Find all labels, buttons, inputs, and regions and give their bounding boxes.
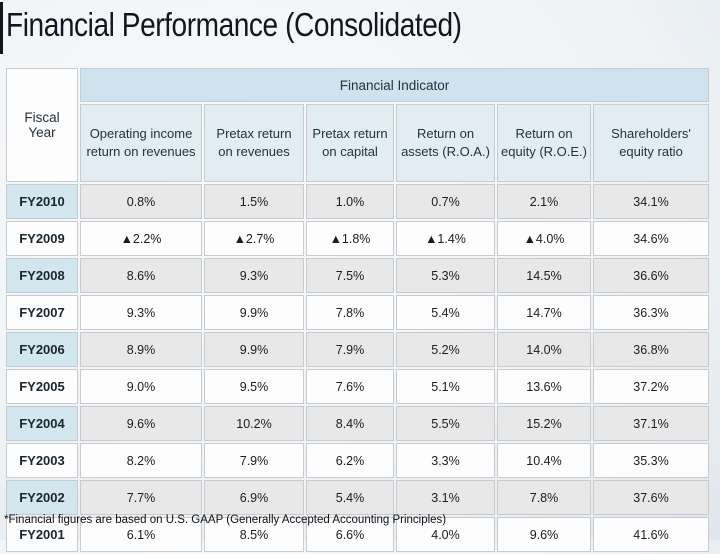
fiscal-year-cell: FY2009 <box>6 221 78 256</box>
value-cell: 9.5% <box>204 369 304 404</box>
table-header: Fiscal Year Financial Indicator Operatin… <box>6 68 709 182</box>
column-header: Return on equity (R.O.E.) <box>497 104 591 182</box>
value-cell: 9.6% <box>497 517 591 552</box>
value-cell: 9.6% <box>80 406 202 441</box>
value-cell: 36.8% <box>593 332 709 367</box>
financial-indicator-group-header: Financial Indicator <box>80 68 709 102</box>
value-cell: 9.3% <box>204 258 304 293</box>
value-cell: ▲4.0% <box>497 221 591 256</box>
table-row: FY2006 8.9% 9.9% 7.9% 5.2% 14.0% 36.8% <box>6 332 709 367</box>
value-cell: ▲1.4% <box>396 221 495 256</box>
value-cell: ▲2.2% <box>80 221 202 256</box>
value-cell: 9.3% <box>80 295 202 330</box>
fiscal-year-cell: FY2010 <box>6 184 78 219</box>
value-cell: 5.4% <box>396 295 495 330</box>
value-cell: 5.3% <box>396 258 495 293</box>
fiscal-year-cell: FY2004 <box>6 406 78 441</box>
value-cell: 5.5% <box>396 406 495 441</box>
value-cell: 0.8% <box>80 184 202 219</box>
fiscal-year-header: Fiscal Year <box>6 68 78 182</box>
value-cell: 41.6% <box>593 517 709 552</box>
value-cell: 9.9% <box>204 295 304 330</box>
slide: Financial Performance (Consolidated) Fis… <box>0 2 709 552</box>
fiscal-year-cell: FY2007 <box>6 295 78 330</box>
fiscal-year-cell: FY2006 <box>6 332 78 367</box>
value-cell: 5.1% <box>396 369 495 404</box>
footnote: *Financial figures are based on U.S. GAA… <box>4 514 447 526</box>
value-cell: 7.6% <box>306 369 394 404</box>
value-cell: 7.9% <box>204 443 304 478</box>
value-cell: 34.1% <box>593 184 709 219</box>
value-cell: 8.2% <box>80 443 202 478</box>
table-row: FY2010 0.8% 1.5% 1.0% 0.7% 2.1% 34.1% <box>6 184 709 219</box>
financial-performance-table: Fiscal Year Financial Indicator Operatin… <box>4 66 711 554</box>
value-cell: 3.1% <box>396 480 495 515</box>
value-cell: 9.9% <box>204 332 304 367</box>
value-cell: 7.8% <box>497 480 591 515</box>
value-cell: 36.3% <box>593 295 709 330</box>
value-cell: 15.2% <box>497 406 591 441</box>
value-cell: 8.4% <box>306 406 394 441</box>
value-cell: 6.9% <box>204 480 304 515</box>
value-cell: ▲1.8% <box>306 221 394 256</box>
value-cell: 5.2% <box>396 332 495 367</box>
value-cell: 8.6% <box>80 258 202 293</box>
value-cell: 10.2% <box>204 406 304 441</box>
table-row: FY2005 9.0% 9.5% 7.6% 5.1% 13.6% 37.2% <box>6 369 709 404</box>
fiscal-year-cell: FY2002 <box>6 480 78 515</box>
table-row: FY2003 8.2% 7.9% 6.2% 3.3% 10.4% 35.3% <box>6 443 709 478</box>
value-cell: 13.6% <box>497 369 591 404</box>
column-header: Operating income return on revenues <box>80 104 202 182</box>
value-cell: 7.8% <box>306 295 394 330</box>
title-left-accent <box>0 2 3 54</box>
value-cell: 7.5% <box>306 258 394 293</box>
table-body: FY2010 0.8% 1.5% 1.0% 0.7% 2.1% 34.1% FY2009 ▲2.… <box>6 184 709 552</box>
table-row: FY2007 9.3% 9.9% 7.8% 5.4% 14.7% 36.3% <box>6 295 709 330</box>
fiscal-year-cell: FY2005 <box>6 369 78 404</box>
column-header: Shareholders' equity ratio <box>593 104 709 182</box>
table-row: FY2002 7.7% 6.9% 5.4% 3.1% 7.8% 37.6% <box>6 480 709 515</box>
page-title: Financial Performance (Consolidated) <box>6 6 462 43</box>
value-cell: 37.6% <box>593 480 709 515</box>
value-cell: 0.7% <box>396 184 495 219</box>
value-cell: 8.9% <box>80 332 202 367</box>
value-cell: 37.2% <box>593 369 709 404</box>
value-cell: 3.3% <box>396 443 495 478</box>
value-cell: 1.5% <box>204 184 304 219</box>
value-cell: 14.5% <box>497 258 591 293</box>
value-cell: 14.7% <box>497 295 591 330</box>
column-header: Pretax return on revenues <box>204 104 304 182</box>
table-row: FY2004 9.6% 10.2% 8.4% 5.5% 15.2% 37.1% <box>6 406 709 441</box>
value-cell: 35.3% <box>593 443 709 478</box>
value-cell: 7.7% <box>80 480 202 515</box>
value-cell: 14.0% <box>497 332 591 367</box>
value-cell: 37.1% <box>593 406 709 441</box>
fiscal-year-cell: FY2008 <box>6 258 78 293</box>
value-cell: 10.4% <box>497 443 591 478</box>
value-cell: 36.6% <box>593 258 709 293</box>
column-header-row: Operating income return on revenues Preta… <box>6 104 709 182</box>
value-cell: 1.0% <box>306 184 394 219</box>
value-cell: 6.2% <box>306 443 394 478</box>
column-header: Return on assets (R.O.A.) <box>396 104 495 182</box>
value-cell: 34.6% <box>593 221 709 256</box>
table-row: FY2009 ▲2.2% ▲2.7% ▲1.8% ▲1.4% ▲4.0% 34.6% <box>6 221 709 256</box>
value-cell: 9.0% <box>80 369 202 404</box>
value-cell: 2.1% <box>497 184 591 219</box>
value-cell: 5.4% <box>306 480 394 515</box>
column-header: Pretax return on capital <box>306 104 394 182</box>
value-cell: ▲2.7% <box>204 221 304 256</box>
fiscal-year-cell: FY2003 <box>6 443 78 478</box>
table-row: FY2008 8.6% 9.3% 7.5% 5.3% 14.5% 36.6% <box>6 258 709 293</box>
value-cell: 7.9% <box>306 332 394 367</box>
